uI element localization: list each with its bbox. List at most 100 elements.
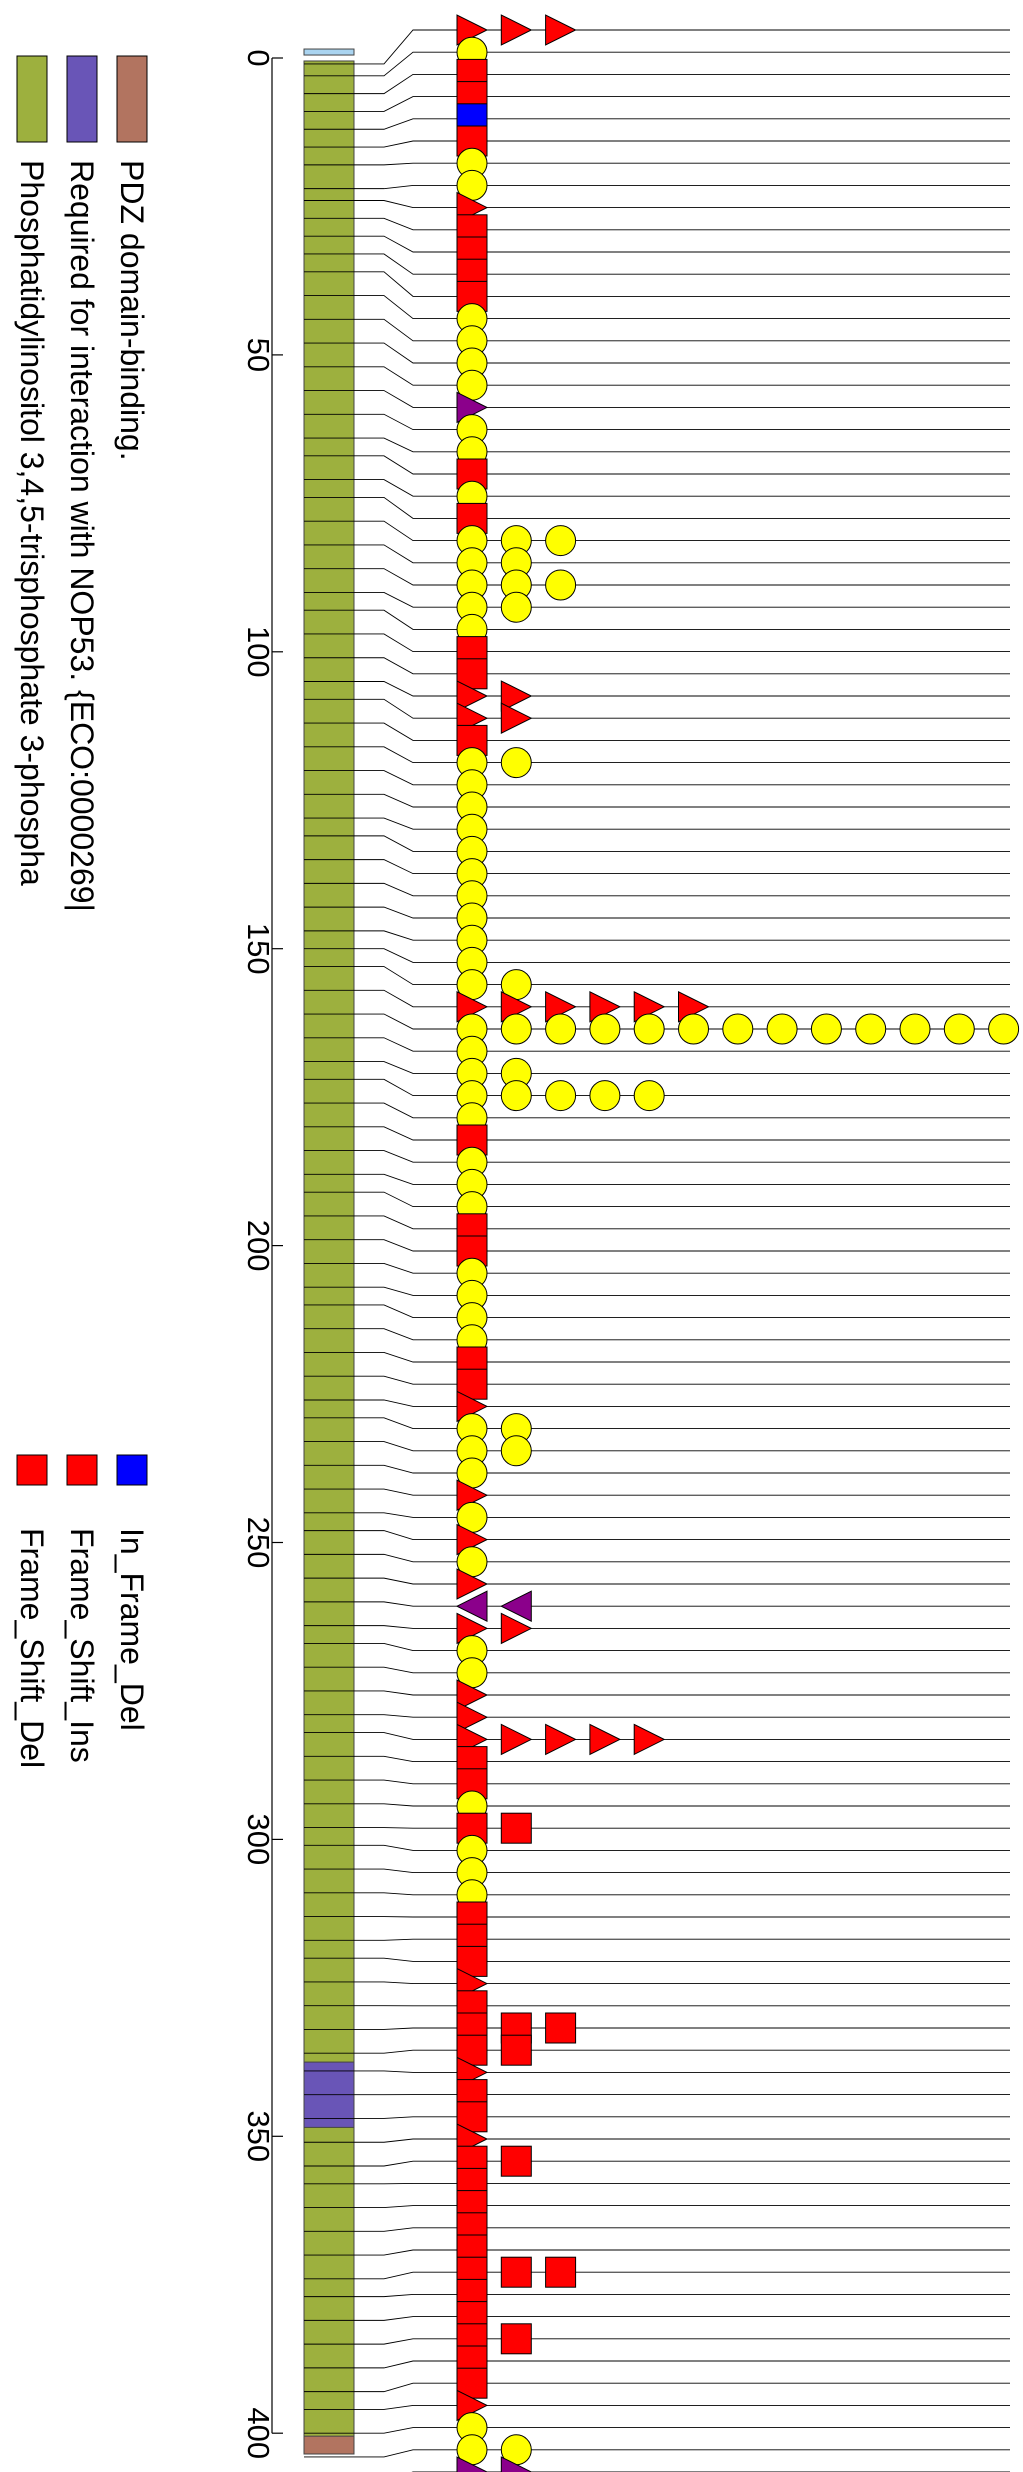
mutation-connector <box>354 217 1010 231</box>
axis-tick-label: 0 <box>241 49 276 66</box>
legend-domain-label: Phosphatidylinositol 3,4,5-trisphosphate… <box>14 160 50 886</box>
mutation-marker-triangle <box>456 1568 489 1600</box>
mutation-marker-circle <box>633 1013 665 1045</box>
mutation-connector <box>354 390 1010 408</box>
mutation-connector <box>354 1126 1010 1141</box>
axis-tick-label: 150 <box>241 923 276 975</box>
mutation-connector <box>354 200 1010 209</box>
mutation-connector <box>354 2293 1010 2298</box>
mutation-connector <box>354 2404 1010 2410</box>
mutation-marker-circle <box>500 591 532 623</box>
mutation-marker-triangle <box>455 1590 488 1623</box>
mutation-connector <box>354 29 1010 65</box>
mutation-connector <box>354 118 1010 130</box>
mutation-marker-circle <box>545 569 577 601</box>
axis-tick-label: 100 <box>241 626 276 678</box>
mutation-marker-circle <box>633 1080 665 1112</box>
mutation-connector <box>354 1779 1010 1785</box>
mutation-connector <box>354 930 1010 941</box>
mutation-connector <box>354 1755 1010 1763</box>
mutation-connector <box>354 1037 1010 1052</box>
mutation-connector <box>354 1464 1010 1474</box>
mutation-marker-circle <box>810 1013 842 1045</box>
mutation-marker-triangle <box>500 702 533 735</box>
mutation-marker-square <box>545 2012 577 2044</box>
mutation-connector <box>354 455 1010 475</box>
mutation-connector <box>354 479 1010 497</box>
mutation-connector <box>354 253 1010 275</box>
mutation-marker-circle <box>500 1435 532 1467</box>
mutation-marker-triangle <box>500 1723 533 1756</box>
mutation-connector <box>354 948 1010 963</box>
mutation-connector <box>354 140 1010 148</box>
mutation-markers <box>455 14 1020 2472</box>
mutation-connector <box>354 1938 1010 1941</box>
mutation-connector <box>354 681 1010 697</box>
mutation-marker-triangle <box>500 1590 532 1623</box>
mutation-connector <box>354 1827 1010 1829</box>
legend-mutation-label: Frame_Shift_Ins <box>64 1528 100 1763</box>
axis-tick-label: 400 <box>241 2407 276 2459</box>
mutation-connector <box>354 2227 1010 2232</box>
mutation-connector <box>354 1102 1010 1119</box>
mutation-connector <box>354 1803 1010 1807</box>
mutation-marker-triangle <box>500 1612 533 1645</box>
mutation-connectors <box>304 29 1010 2472</box>
mutation-connector <box>354 184 1010 190</box>
mutation-connector <box>354 1732 1010 1740</box>
mutation-connector <box>354 2271 1010 2280</box>
mutation-marker-circle <box>722 1013 754 1045</box>
mutation-marker-circle <box>766 1013 798 1045</box>
mutation-connector <box>354 609 1010 630</box>
position-axis: 0 50 100 150 200 250 300 350 400 <box>241 49 283 2459</box>
mutation-connector <box>354 1399 1010 1407</box>
mutation-connector <box>354 2338 1010 2345</box>
mutation-marker-circle <box>678 1013 709 1045</box>
domain-segment <box>303 60 355 2455</box>
mutation-connector <box>354 1150 1010 1163</box>
mutation-marker-circle <box>589 1013 621 1045</box>
mutation-connector <box>354 1844 1010 1851</box>
mutation-marker-triangle <box>545 14 577 46</box>
mutation-connector <box>354 295 1010 320</box>
mutation-marker-circle <box>589 1080 621 1112</box>
axis-tick-label: 350 <box>241 2110 276 2162</box>
mutation-marker-square <box>500 2145 532 2177</box>
protein-start-cap <box>303 48 355 56</box>
mutation-marker-square <box>500 1812 532 1844</box>
mutation-connector <box>354 770 1010 786</box>
mutation-connector <box>354 342 1010 364</box>
mutation-connector <box>354 2205 1010 2209</box>
legend-mutation-swatch <box>116 1454 148 1486</box>
mutation-connector <box>354 1714 1010 1718</box>
mutation-connector <box>354 235 1010 253</box>
mutation-connector <box>354 1666 1010 1674</box>
mutation-connector <box>354 1601 1010 1607</box>
mutation-connector <box>354 1892 1010 1896</box>
mutation-marker-circle <box>500 1080 532 1112</box>
mutation-connector <box>354 1375 1010 1385</box>
mutation-connector <box>354 1981 1010 1985</box>
mutation-connector <box>354 1868 1010 1874</box>
mutation-marker-circle <box>899 1013 931 1045</box>
mutation-connector <box>354 1239 1010 1252</box>
mutation-connector <box>354 882 1010 897</box>
mutation-connector <box>354 1262 1010 1274</box>
mutation-connector <box>354 859 1010 875</box>
mutation-marker-circle <box>855 1013 887 1045</box>
mutation-connector <box>354 835 1010 852</box>
legend-domain-swatch <box>66 55 98 143</box>
mutation-marker-triangle <box>456 2456 489 2472</box>
mutation-connector <box>354 162 1010 166</box>
mutation-connector <box>354 2360 1010 2369</box>
mutation-connector <box>354 271 1010 297</box>
mutation-connector <box>354 2138 1010 2143</box>
mutation-connector <box>354 1061 1010 1074</box>
mutation-connector <box>354 1441 1010 1452</box>
mutation-connector <box>354 2449 1010 2458</box>
mutation-marker-circle <box>988 1013 1020 1045</box>
mutation-connector <box>354 1957 1010 1962</box>
mutation-connector <box>354 1286 1010 1296</box>
mutation-connector <box>354 1512 1010 1518</box>
